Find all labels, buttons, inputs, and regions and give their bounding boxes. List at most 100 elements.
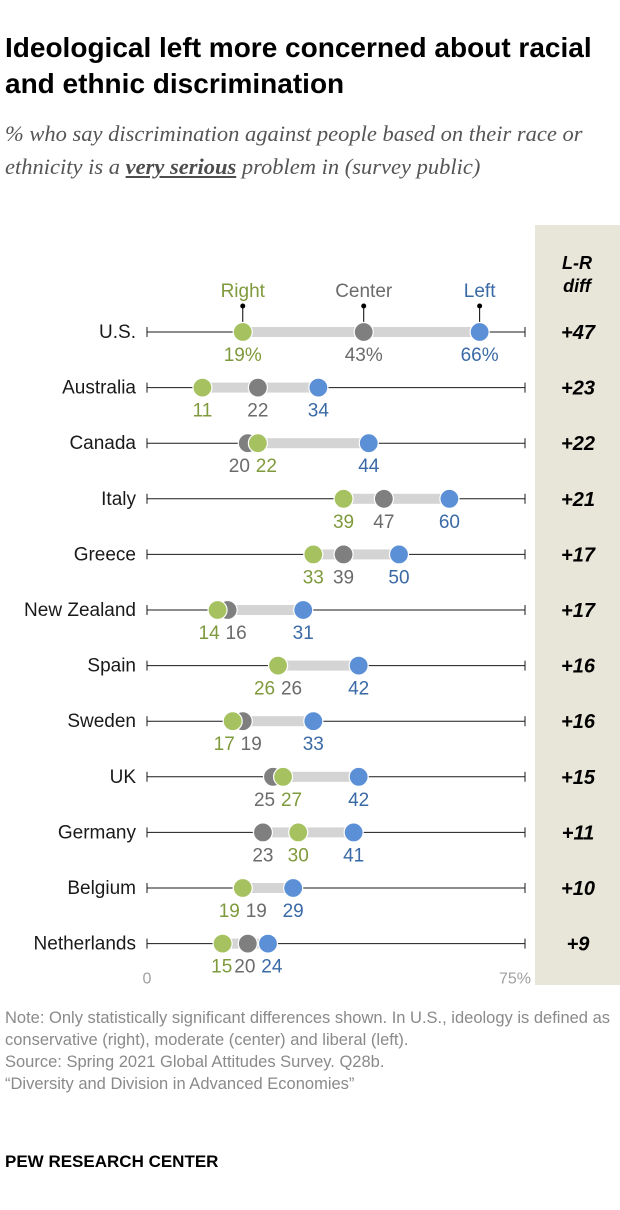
subtitle-text-end: problem in (survey public) [236, 154, 481, 179]
dot-left-u-s [469, 321, 490, 343]
dot-left-germany [343, 822, 364, 843]
value-label-center-uk: 25 [254, 790, 275, 811]
dot-left-greece [388, 544, 410, 565]
country-label-australia: Australia [62, 378, 136, 399]
dot-right-italy [333, 488, 354, 509]
diff-value-new-zealand: +17 [561, 600, 596, 622]
dot-center-u-s [353, 321, 374, 343]
country-label-spain: Spain [87, 656, 136, 677]
value-label-center-new-zealand: 16 [226, 623, 247, 644]
diff-value-netherlands: +9 [567, 934, 591, 956]
diff-value-australia: +23 [561, 378, 595, 400]
dot-left-uk [348, 766, 369, 787]
value-label-right-spain: 26 [254, 679, 275, 700]
dot-plot-chart: L-R diff Right Center Left U.S. 19% 43% 66% +47 Au… [24, 225, 620, 985]
dot-left-spain [348, 655, 369, 676]
axis-label-min: 0 [143, 971, 152, 985]
dot-center-germany [252, 822, 274, 843]
legend-center-leader-dot [361, 303, 367, 309]
range-bar-spain [278, 660, 359, 671]
value-label-left-u-s: 66% [461, 345, 499, 366]
diff-value-italy: +21 [561, 489, 595, 511]
chart-subtitle: % who say discrimination against people … [5, 117, 615, 183]
diff-value-germany: +11 [562, 822, 594, 844]
legend-left: Left [464, 281, 496, 302]
value-label-right-greece: 33 [303, 567, 324, 588]
range-bar-new-zealand [217, 605, 304, 615]
value-label-center-greece: 39 [333, 567, 354, 588]
diff-value-sweden: +16 [561, 711, 596, 733]
dot-right-sweden [222, 711, 243, 732]
country-label-netherlands: Netherlands [34, 934, 136, 955]
dot-left-australia [308, 377, 329, 398]
value-label-right-uk: 27 [281, 790, 302, 811]
legend-right-leader-dot [240, 303, 246, 309]
diff-value-canada: +22 [561, 433, 595, 455]
dot-center-italy [373, 488, 394, 509]
footer-brand: PEW RESEARCH CENTER [5, 1152, 219, 1171]
dot-right-new-zealand [207, 599, 228, 621]
dot-center-netherlands [237, 933, 258, 954]
diff-value-u-s: +47 [561, 322, 596, 344]
value-label-right-germany: 30 [288, 845, 309, 866]
note-text: Note: Only statistically significant dif… [5, 1009, 610, 1049]
value-label-right-belgium: 19 [219, 901, 240, 922]
country-label-germany: Germany [58, 822, 137, 843]
value-label-right-new-zealand: 14 [199, 623, 221, 644]
range-bar-belgium [242, 883, 294, 893]
range-bar-italy [343, 493, 450, 504]
chart-title: Ideological left more concerned about ra… [5, 32, 592, 99]
value-label-center-australia: 22 [247, 401, 268, 422]
value-label-left-spain: 42 [348, 679, 369, 700]
value-label-right-u-s: 19% [224, 345, 262, 366]
dot-right-greece [303, 544, 324, 565]
value-label-left-germany: 41 [343, 845, 364, 866]
country-label-italy: Italy [101, 489, 136, 510]
dot-right-canada [247, 433, 268, 454]
dot-right-australia [192, 377, 213, 398]
dot-left-belgium [283, 877, 304, 899]
dot-left-new-zealand [293, 599, 314, 621]
value-label-left-uk: 42 [348, 790, 369, 811]
value-label-left-greece: 50 [388, 567, 409, 588]
diff-header-line1: L-R [562, 253, 592, 273]
country-label-canada: Canada [69, 433, 136, 454]
diff-panel [535, 225, 620, 985]
country-label-u-s: U.S. [99, 322, 136, 343]
dot-right-u-s [232, 321, 253, 343]
axis-label-max: 75% [499, 971, 531, 985]
subtitle-text-start: % who say discrimination against people … [5, 121, 583, 179]
value-label-left-belgium: 29 [283, 901, 304, 922]
value-label-left-italy: 60 [439, 512, 460, 533]
value-label-left-new-zealand: 31 [293, 623, 314, 644]
dot-right-germany [288, 822, 309, 843]
value-label-center-u-s: 43% [345, 345, 383, 366]
dot-right-spain [267, 655, 289, 676]
legend-center: Center [335, 281, 393, 302]
dot-left-canada [358, 433, 379, 454]
country-label-new-zealand: New Zealand [24, 600, 136, 621]
value-label-left-canada: 44 [358, 456, 380, 477]
country-label-sweden: Sweden [67, 711, 136, 732]
value-label-right-canada: 22 [256, 456, 277, 477]
value-label-center-germany: 23 [252, 845, 273, 866]
dot-right-uk [272, 766, 294, 787]
value-label-center-italy: 47 [373, 512, 394, 533]
dot-left-italy [439, 488, 460, 509]
chart-notes: Note: Only statistically significant dif… [5, 1007, 610, 1095]
value-label-center-sweden: 19 [241, 734, 262, 755]
dot-left-sweden [303, 711, 324, 732]
value-label-right-netherlands: 15 [211, 957, 232, 978]
value-label-center-belgium: 19 [246, 901, 267, 922]
range-bar-greece [313, 549, 399, 560]
country-label-belgium: Belgium [67, 878, 136, 899]
range-bar-uk [273, 771, 359, 782]
report-text: “Diversity and Division in Advanced Econ… [5, 1075, 355, 1093]
dot-right-netherlands [212, 933, 233, 954]
value-label-center-canada: 20 [229, 456, 250, 477]
country-label-uk: UK [110, 767, 137, 788]
legend-right: Right [221, 281, 266, 302]
value-label-center-spain: 26 [281, 679, 302, 700]
diff-value-greece: +17 [561, 544, 596, 566]
source-text: Source: Spring 2021 Global Attitudes Sur… [5, 1053, 385, 1071]
